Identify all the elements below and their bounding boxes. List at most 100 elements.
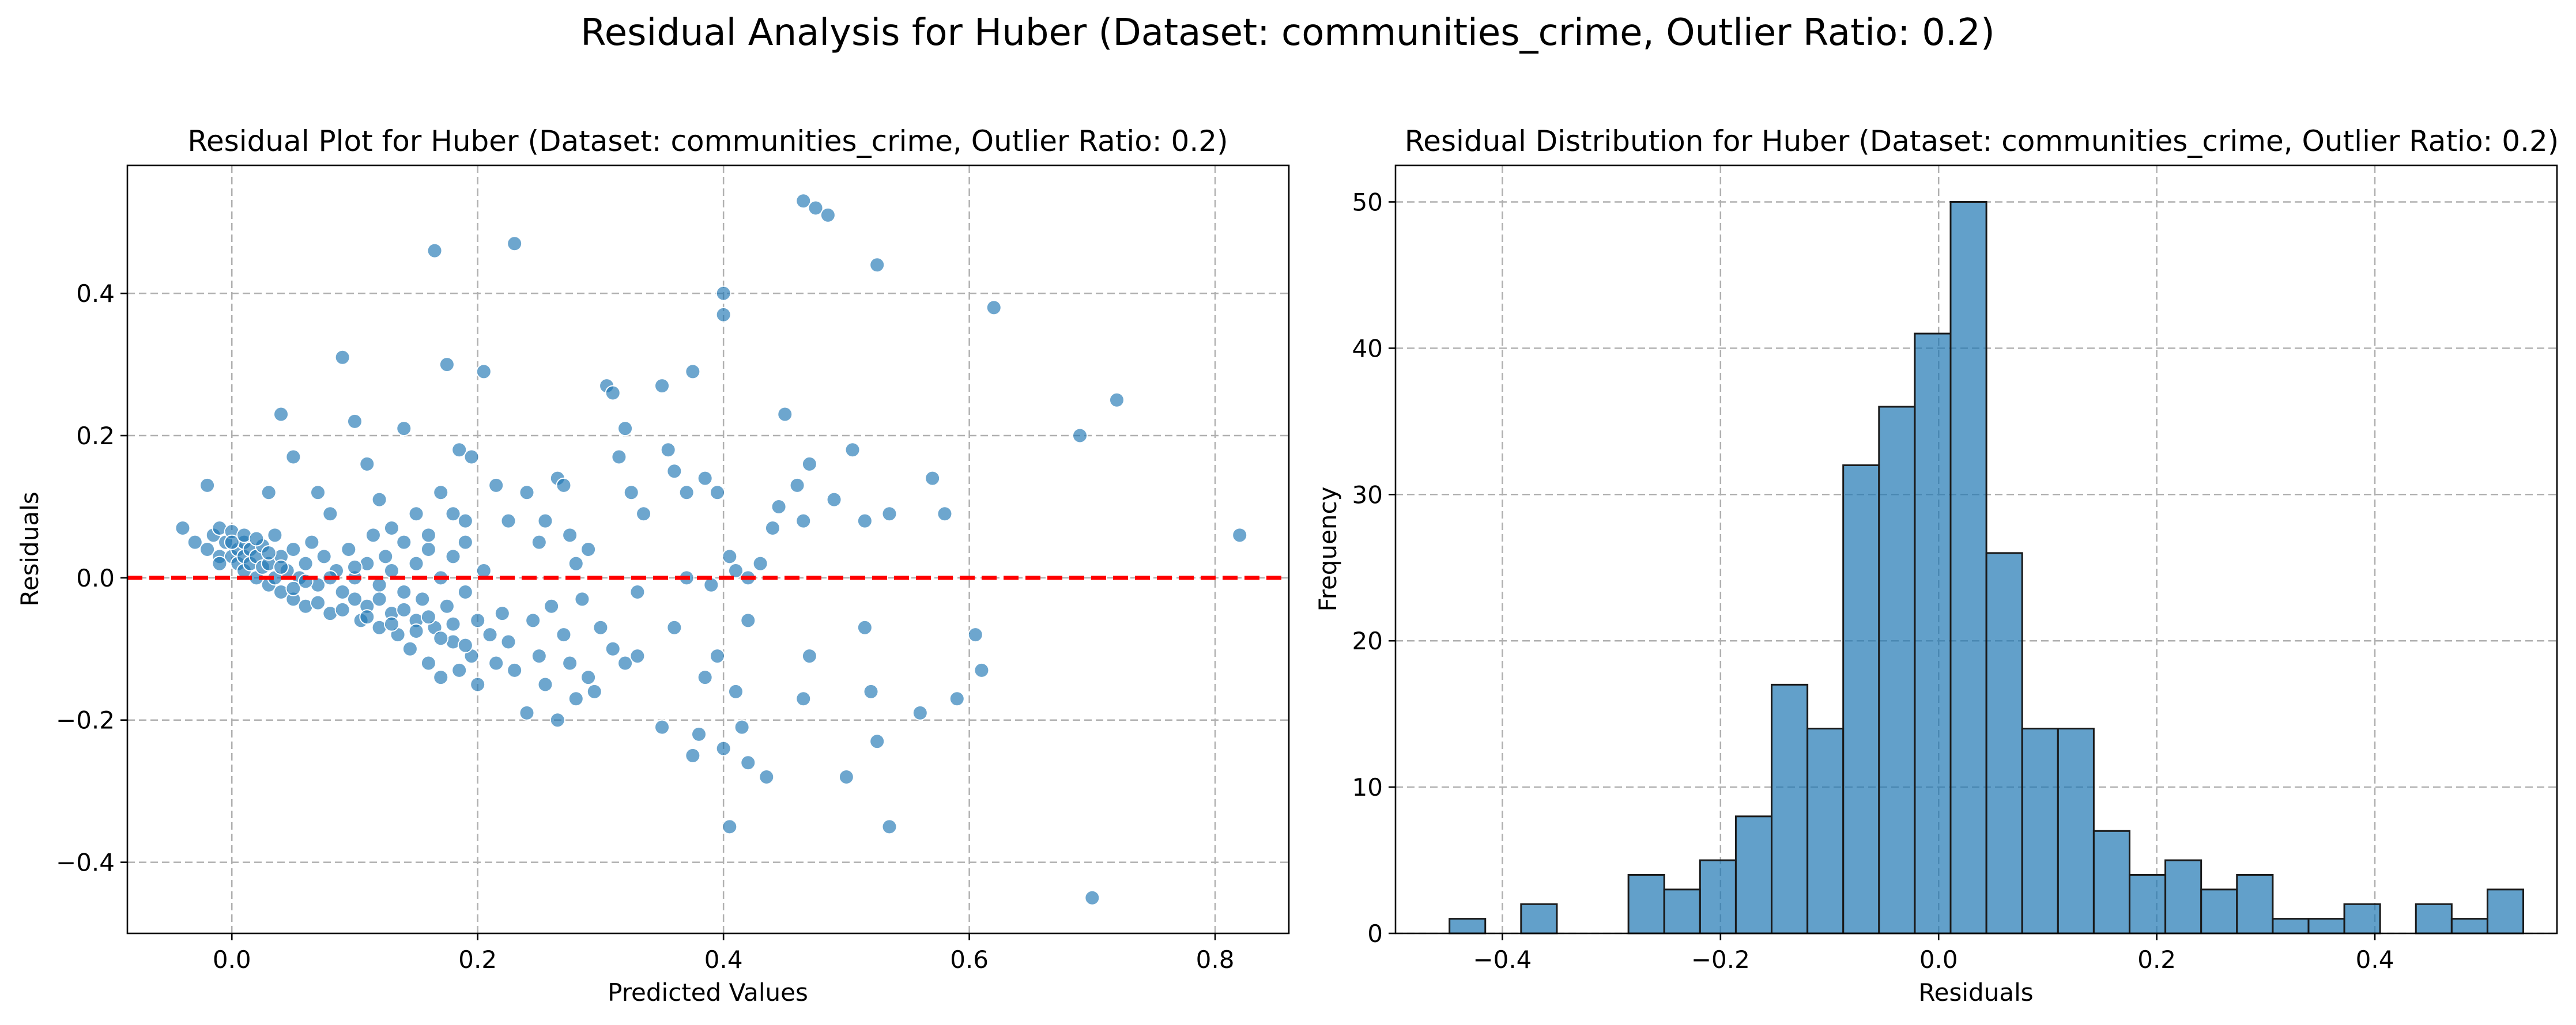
scatter-point <box>365 527 381 543</box>
scatter-point <box>439 598 455 614</box>
scatter-point <box>212 555 228 572</box>
scatter-point <box>427 243 443 259</box>
scatter-point <box>697 470 713 486</box>
scatter-point <box>715 740 731 757</box>
scatter-point <box>629 584 646 600</box>
scatter-point <box>383 563 399 579</box>
scatter-point <box>949 691 965 707</box>
scatter-x-tick-label: 0.6 <box>950 945 989 974</box>
scatter-point <box>334 602 350 618</box>
histogram-bar <box>1699 859 1737 935</box>
scatter-x-tick-label: 0.0 <box>213 945 251 974</box>
scatter-point <box>383 520 399 536</box>
scatter-point <box>451 662 467 678</box>
scatter-point <box>346 413 363 429</box>
scatter-point <box>359 456 375 472</box>
histogram-bar <box>1734 815 1773 935</box>
scatter-point <box>322 506 338 522</box>
scatter-point <box>801 456 817 472</box>
scatter-point <box>261 485 277 501</box>
histogram-bar <box>2057 728 2095 935</box>
scatter-point <box>838 769 854 785</box>
scatter-point <box>568 691 584 707</box>
scatter-point <box>507 662 523 678</box>
scatter-point <box>925 470 941 486</box>
scatter-point <box>986 300 1002 316</box>
scatter-point <box>396 421 412 437</box>
scatter-point <box>912 705 928 721</box>
scatter-point <box>519 705 535 721</box>
scatter-point <box>175 520 191 536</box>
scatter-point <box>273 559 289 575</box>
scatter-point <box>740 755 756 771</box>
scatter-points <box>175 193 1248 906</box>
histogram-x-tick-label: 0.4 <box>2356 945 2394 974</box>
histogram-bar <box>2200 888 2238 935</box>
scatter-point <box>310 485 326 501</box>
histogram-y-tick-label: 30 <box>1352 481 1383 509</box>
histogram-bar <box>2272 918 2310 935</box>
histogram-bars <box>1449 201 2525 935</box>
scatter-point <box>267 527 283 543</box>
histogram-bar <box>1985 552 2023 935</box>
scatter-point <box>334 349 350 365</box>
scatter-point <box>383 616 399 632</box>
scatter-point <box>580 542 597 557</box>
scatter-y-tick-label: −0.4 <box>56 849 115 877</box>
histogram-bar <box>2486 888 2525 935</box>
scatter-point <box>451 442 467 458</box>
histogram-bar <box>1806 728 1845 935</box>
scatter-point <box>482 627 498 643</box>
histogram-bar <box>2307 918 2345 935</box>
scatter-x-axis-label: Predicted Values <box>608 978 808 1007</box>
scatter-point <box>199 542 216 557</box>
residual-histogram: Residual Distribution for Huber (Dataset… <box>1314 124 2559 1007</box>
scatter-point <box>568 555 584 572</box>
histogram-title: Residual Distribution for Huber (Dataset… <box>1405 124 2559 158</box>
scatter-point <box>408 623 424 639</box>
scatter-y-tick-label: 0.4 <box>76 279 115 308</box>
histogram-bar <box>2236 873 2274 935</box>
histogram-bar <box>1949 201 1987 935</box>
scatter-point <box>346 591 363 607</box>
scatter-point <box>187 534 203 550</box>
histogram-x-tick-label: −0.2 <box>1691 945 1750 974</box>
scatter-point <box>611 449 627 465</box>
scatter-point <box>685 364 701 380</box>
histogram-y-axis-label: Frequency <box>1314 487 1342 612</box>
histogram-bar <box>1520 903 1558 935</box>
histogram-bar <box>2128 873 2167 935</box>
scatter-point <box>562 655 578 671</box>
scatter-point <box>795 691 812 707</box>
scatter-point <box>574 591 590 607</box>
scatter-point <box>556 477 572 493</box>
scatter-point <box>285 542 301 557</box>
scatter-point <box>457 637 473 653</box>
histogram-x-tick-label: −0.4 <box>1473 945 1532 974</box>
scatter-point <box>752 555 768 572</box>
scatter-point <box>629 648 646 664</box>
scatter-point <box>476 563 492 579</box>
scatter-y-axis-label: Residuals <box>16 491 44 606</box>
scatter-point <box>734 719 750 735</box>
histogram-bar <box>1663 888 1701 935</box>
scatter-point <box>433 630 449 646</box>
histogram-bar <box>1878 406 1916 935</box>
histogram-y-tick-label: 20 <box>1352 627 1383 655</box>
histogram-bar <box>2415 903 2453 935</box>
scatter-point <box>433 485 449 501</box>
histogram-x-tick-label: 0.2 <box>2137 945 2176 974</box>
histogram-ticks: −0.4 −0.2 0.0 0.2 0.4 0 10 20 30 40 50 <box>1352 188 2394 974</box>
scatter-point <box>457 534 473 550</box>
scatter-x-tick-label: 0.2 <box>458 945 497 974</box>
scatter-point <box>316 549 332 565</box>
scatter-point <box>476 364 492 380</box>
scatter-point <box>654 719 670 735</box>
scatter-y-tick-label: 0.2 <box>76 422 115 450</box>
scatter-axes-frame <box>126 164 1290 935</box>
histogram-x-tick-label: 0.0 <box>1919 945 1958 974</box>
scatter-point <box>722 819 738 835</box>
histogram-axes-frame <box>1394 164 2558 935</box>
scatter-point <box>715 285 731 301</box>
scatter-point <box>261 545 277 561</box>
